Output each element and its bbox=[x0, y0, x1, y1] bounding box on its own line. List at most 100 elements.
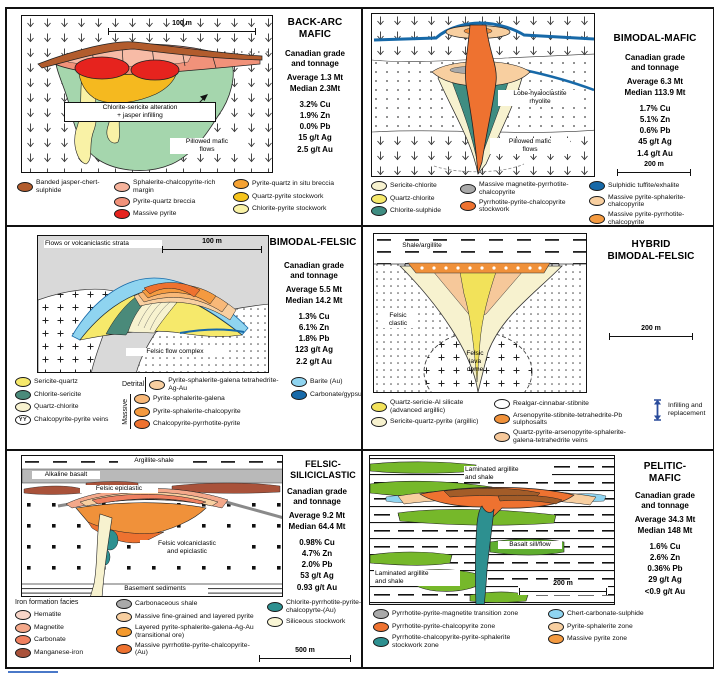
title-line: BIMODAL-FELSIC bbox=[607, 250, 695, 262]
panel-title: BACK-ARC MAFIC bbox=[269, 17, 361, 41]
argillite-shale-label: Argillite-shale bbox=[118, 457, 190, 465]
grade-list: 3.2% Cu 1.9% Zn 0.0% Pb 15 g/t Ag 2.5 g/… bbox=[297, 99, 333, 154]
felsic-siliciclastic-cross-section: Argillite-shale Alkaline basalt Felsic e… bbox=[21, 455, 283, 597]
panel-bimodal-felsic: Flows or volcaniclastic strata Felsic fl… bbox=[6, 226, 367, 450]
median-tonnage: Median 113.9 Mt bbox=[624, 87, 686, 97]
infill-replacement-icon bbox=[649, 399, 665, 421]
legend-label: Massive pyrite zone bbox=[567, 635, 628, 643]
legend-label: Massive pyrite-sphalerite-chalcopyrite bbox=[608, 193, 686, 209]
legend-swatch bbox=[149, 379, 166, 390]
scale-bar-label: 200 m bbox=[553, 580, 573, 587]
legend-swatch bbox=[114, 196, 130, 207]
legend-item: Carbonate/gypsum bbox=[291, 389, 371, 400]
legend-item: Sericite-quartz bbox=[15, 377, 115, 387]
average-tonnage: Average 5.5 Mt bbox=[285, 285, 343, 295]
legend-label: Pyrrhotite-pyrite-chalcopyrite zone bbox=[392, 622, 496, 630]
legend-label: Pyrrhotite-pyrite-chalcopyrite stockwork bbox=[479, 198, 566, 214]
average-tonnage: Average 9.2 Mt bbox=[288, 511, 346, 521]
legend-label: Chlorite-sericite bbox=[34, 390, 82, 398]
legend-swatch bbox=[589, 196, 605, 207]
veins-pattern-swatch: YY bbox=[15, 414, 31, 425]
panel-title: HYBRID BIMODAL-FELSIC bbox=[593, 239, 709, 263]
panel-back-arc-mafic: 100 m Chlorite-sericite alteration + jas… bbox=[6, 8, 362, 226]
legend-label: Massive magnetite-pyrrhotite-chalcopyrit… bbox=[479, 181, 569, 196]
legend-item: Sericite-chlorite bbox=[371, 181, 453, 191]
legend-label: Quartz-chlorite bbox=[34, 403, 79, 411]
legend-item: Massive pyrite zone bbox=[548, 634, 688, 644]
legend-item: Siliceous stockwork bbox=[267, 616, 367, 627]
legend-swatch bbox=[548, 621, 564, 632]
legend-label: Chert-carbonate-sulphide bbox=[567, 610, 644, 618]
legend: Iron formation facies Hematite Magnetite Ca… bbox=[15, 599, 367, 658]
legend-label: Pyrite-sphalerite-galena bbox=[153, 395, 225, 403]
legend-item: Pyrrhotite-pyrite-magnetite transition z… bbox=[373, 609, 541, 619]
legend-item: Quartz-pyrite stockwork bbox=[233, 191, 367, 202]
legend-item: Sulphidic tuffite/exhalite bbox=[589, 181, 715, 191]
felsic-volcaniclastic-label: Felsic volcaniclastic and epiclastic bbox=[140, 540, 234, 556]
panel-title: BIMODAL-MAFIC bbox=[599, 33, 711, 45]
legend-item: Pyrrhotite-chalcopyrite-pyrite-sphalerit… bbox=[373, 634, 541, 649]
alteration-label: Chlorite-sericite alteration + jasper in… bbox=[64, 102, 216, 122]
legend-swatch bbox=[291, 377, 307, 387]
title-line: BACK-ARC bbox=[287, 17, 343, 28]
legend-item: Carbonaceous shale bbox=[116, 599, 260, 609]
legend-swatch bbox=[373, 621, 389, 632]
title-line: BIMODAL-MAFIC bbox=[613, 33, 697, 44]
legend-item: Massive fine-grained and layered pyrite bbox=[116, 611, 260, 622]
legend-item: Pyrite-sphalerite zone bbox=[548, 621, 688, 632]
average-tonnage: Average 6.3 Mt bbox=[626, 77, 684, 87]
legend-swatch bbox=[233, 204, 249, 214]
legend-item: Chlorite-pyrrhotite-pyrite-chalcopyrte-(… bbox=[267, 599, 367, 614]
basement-sediments-label: Basement sediments bbox=[110, 585, 200, 593]
legend-item: Layered pyrite-sphalerite-galena-Ag-Au (… bbox=[116, 624, 260, 639]
panel-felsic-siliciclastic: Argillite-shale Alkaline basalt Felsic e… bbox=[6, 450, 362, 668]
legend-item: Massive pyrite bbox=[114, 209, 226, 220]
panel-title: PELITIC- MAFIC bbox=[619, 461, 711, 485]
legend-label: Quartz-chlorite bbox=[390, 194, 435, 202]
legend-swatch bbox=[371, 181, 387, 191]
legend-item: Sericite-quartz-pyrite (argillic) bbox=[371, 416, 487, 427]
legend-label: Chlorite-pyrite stockwork bbox=[252, 205, 327, 213]
grade-tonnage-block: Canadian grade and tonnage Average 1.3 M… bbox=[269, 49, 361, 155]
legend-item: Magnetite bbox=[15, 622, 109, 633]
legend-label: Carbonate/gypsum bbox=[310, 390, 368, 398]
legend-swatch bbox=[233, 179, 249, 189]
legend-swatch bbox=[371, 193, 387, 204]
legend-label: Realgar-cinnabar-stibnite bbox=[513, 400, 589, 408]
legend-label: Hematite bbox=[34, 611, 62, 619]
panel-pelitic-mafic: Laminated argillite and shale Basalt sil… bbox=[362, 450, 714, 668]
laminated-argillite-bottom-label: Laminated argillite and shale bbox=[374, 570, 460, 586]
legend-swatch bbox=[460, 183, 476, 194]
legend-label: Siliceous stockwork bbox=[286, 617, 346, 625]
legend-swatch bbox=[291, 389, 307, 400]
hybrid-bimodal-felsic-diagram-art bbox=[374, 234, 586, 392]
legend-item: Banded jasper-chert-sulphide bbox=[17, 179, 107, 194]
laminated-argillite-top-label: Laminated argillite and shale bbox=[464, 466, 552, 482]
legend-item: Sphalerite-chalcopyrite-rich margin bbox=[114, 179, 226, 194]
grade-tonnage-block: Canadian grade and tonnage Average 9.2 M… bbox=[273, 487, 361, 593]
lobe-hyaloclastite-label: Lobe-hyaloclastite rhyolite bbox=[498, 90, 582, 106]
legend-item: Pyrite-sphalerite-chalcopyrite bbox=[134, 406, 241, 417]
legend-swatch bbox=[371, 401, 387, 412]
legend-item: Quartz-chlorite bbox=[15, 402, 115, 412]
legend-label: Massive pyrite-pyrrhotite-chalcopyrite bbox=[608, 211, 685, 226]
scale-bar-label: 500 m bbox=[295, 647, 315, 654]
legend-swatch bbox=[373, 636, 389, 647]
legend-item: Quartz-sericie-Al silicate (advanced arg… bbox=[371, 399, 487, 414]
legend-swatch bbox=[15, 647, 31, 658]
grade-heading: Canadian grade and tonnage bbox=[624, 53, 685, 72]
legend-label: Pyrite-sphalerite-chalcopyrite bbox=[153, 407, 241, 415]
legend-item: Chlorite-sericite bbox=[15, 389, 115, 400]
legend-item: Quartz-chlorite bbox=[371, 193, 453, 204]
legend: Pyrrhotite-pyrite-magnetite transition z… bbox=[373, 609, 688, 649]
title-line: MAFIC bbox=[298, 28, 332, 40]
legend-item: Pyrite-quartz breccia bbox=[114, 196, 226, 207]
median-tonnage: Median 2.3Mt bbox=[289, 83, 341, 93]
legend-item: Realgar-cinnabar-stibnite bbox=[494, 399, 642, 409]
grade-heading: Canadian grade and tonnage bbox=[286, 487, 347, 506]
panel-title: BIMODAL-FELSIC bbox=[265, 237, 361, 249]
scale-bar-label: 100 m bbox=[202, 238, 222, 245]
legend-label: Banded jasper-chert-sulphide bbox=[36, 179, 100, 194]
legend-label: Pyrite-quartz breccia bbox=[133, 197, 196, 205]
